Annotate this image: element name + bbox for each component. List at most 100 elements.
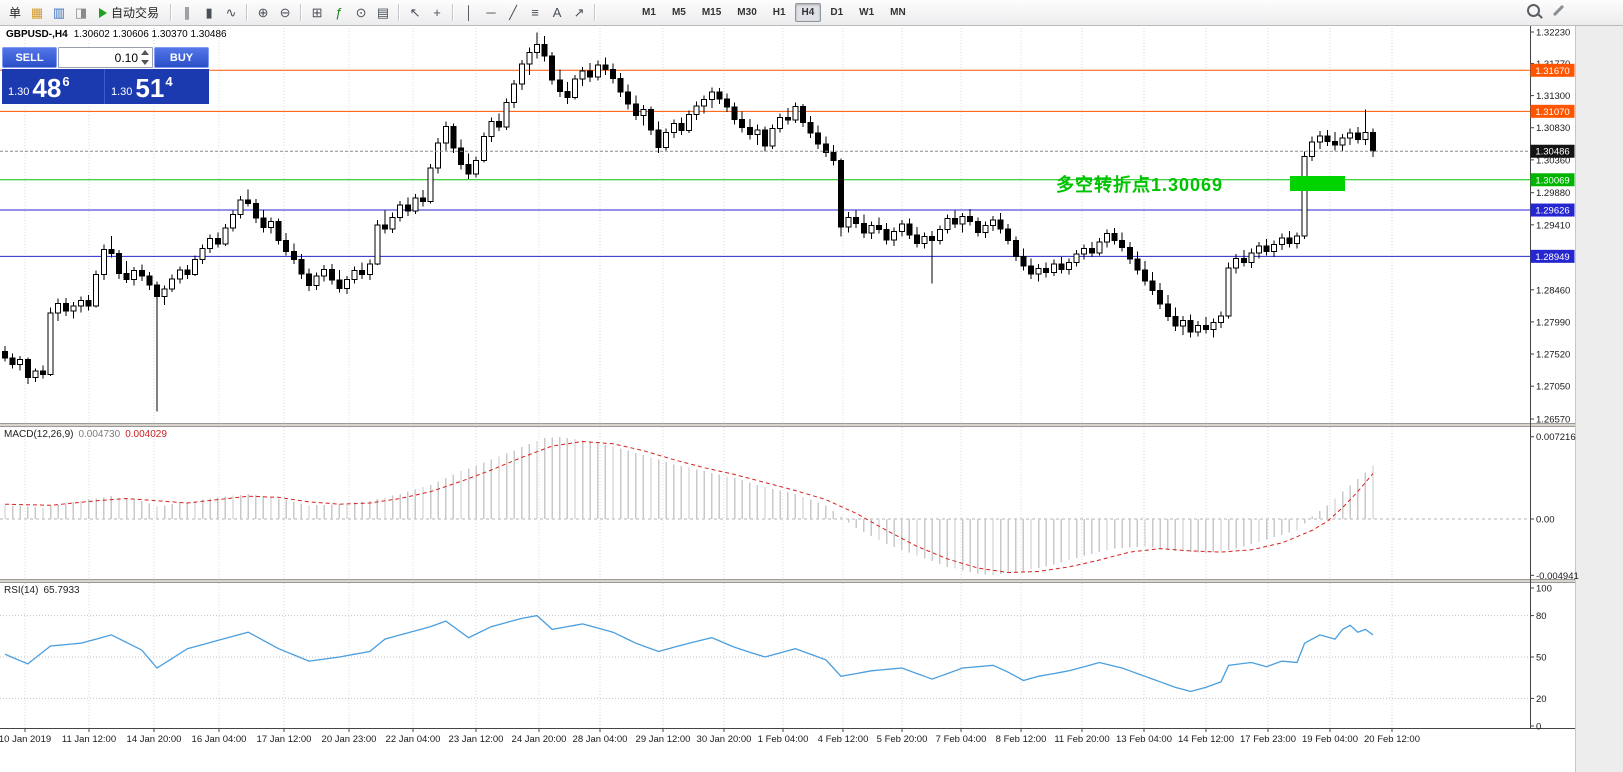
svg-text:24 Jan 20:00: 24 Jan 20:00: [512, 734, 567, 745]
svg-text:1.26570: 1.26570: [1536, 415, 1570, 426]
crosshair-icon[interactable]: +: [433, 5, 441, 20]
time-axis-labels: 10 Jan 2019 11 Jan 12:00 14 Jan 20:00 16 Ja…: [0, 728, 1420, 745]
svg-text:17 Jan 12:00: 17 Jan 12:00: [257, 734, 312, 745]
alerts-icon[interactable]: ◨: [74, 4, 88, 20]
zoom-out-icon[interactable]: ⊖: [279, 4, 291, 20]
chart-title: GBPUSD-,H4 1.30602 1.30606 1.30370 1.3048…: [6, 29, 227, 40]
fibonacci-icon[interactable]: ≡: [531, 5, 539, 20]
tile-windows-icon[interactable]: ⊞: [311, 4, 323, 20]
price-divider: [104, 69, 105, 104]
timeframe-button-M5[interactable]: M5: [671, 7, 686, 18]
svg-text:1.30830: 1.30830: [1536, 123, 1570, 134]
svg-text:0: 0: [1536, 722, 1541, 733]
svg-text:10 Jan 2019: 10 Jan 2019: [0, 734, 51, 745]
svg-text:1.32230: 1.32230: [1536, 28, 1570, 39]
one-click-row-buttons: SELL 0.10 BUY: [2, 47, 209, 68]
macd-main-value: 0.004730: [78, 429, 121, 440]
svg-text:11 Jan 12:00: 11 Jan 12:00: [62, 734, 116, 745]
horizontal-line-icon[interactable]: ─: [486, 5, 496, 20]
bar-chart-icon[interactable]: ∥: [183, 4, 191, 20]
volume-up-button[interactable]: [141, 50, 149, 55]
buy-price-display[interactable]: 1.30 51 4: [105, 69, 207, 104]
vertical-line-icon[interactable]: │: [464, 5, 474, 20]
svg-text:22 Jan 04:00: 22 Jan 04:00: [386, 734, 441, 745]
svg-text:13 Feb 04:00: 13 Feb 04:00: [1116, 734, 1172, 745]
svg-text:0.00: 0.00: [1536, 515, 1555, 526]
svg-text:1.30069: 1.30069: [1535, 175, 1569, 186]
panel-separator[interactable]: [0, 423, 1575, 427]
templates-icon[interactable]: ▤: [376, 4, 390, 20]
svg-text:30 Jan 20:00: 30 Jan 20:00: [697, 734, 752, 745]
rsi-label: RSI(14) 65.7933: [4, 585, 80, 596]
timeframe-button-D1[interactable]: D1: [830, 7, 844, 18]
sell-price-display[interactable]: 1.30 48 6: [2, 69, 104, 104]
toolbar-separator: [300, 4, 303, 21]
new-order-button[interactable]: 单: [9, 6, 22, 20]
sell-button[interactable]: SELL: [2, 47, 57, 68]
edit-icon[interactable]: [1552, 4, 1565, 17]
svg-text:1.29626: 1.29626: [1535, 206, 1569, 217]
timeframe-button-H1[interactable]: H1: [772, 7, 786, 18]
svg-text:1.31070: 1.31070: [1535, 107, 1569, 118]
svg-text:1.29880: 1.29880: [1536, 188, 1570, 199]
svg-text:17 Feb 23:00: 17 Feb 23:00: [1240, 734, 1296, 745]
new-chart-icon[interactable]: ▦: [30, 4, 44, 20]
zoom-in-icon[interactable]: ⊕: [257, 4, 269, 20]
svg-text:0.007216: 0.007216: [1536, 432, 1576, 443]
toolbar-separator: [246, 4, 249, 21]
svg-text:1.30360: 1.30360: [1536, 155, 1570, 166]
svg-text:19 Feb 04:00: 19 Feb 04:00: [1302, 734, 1358, 745]
buy-price-prefix: 1.30: [111, 86, 133, 98]
profiles-icon[interactable]: ▥: [52, 4, 66, 20]
search-icon[interactable]: [1527, 4, 1540, 17]
toolbar-right-group: [1527, 4, 1565, 17]
svg-text:7 Feb 04:00: 7 Feb 04:00: [936, 734, 987, 745]
buy-button[interactable]: BUY: [154, 47, 209, 68]
rsi-axis-labels: 100 80 50 20 0: [1530, 584, 1552, 733]
line-chart-icon[interactable]: ∿: [225, 4, 237, 20]
svg-text:50: 50: [1536, 653, 1547, 664]
candlestick-icon[interactable]: ▮: [205, 4, 213, 20]
macd-signal-line: [4, 440, 1374, 574]
timeframe-button-M15[interactable]: M15: [701, 7, 722, 18]
svg-text:20 Jan 23:00: 20 Jan 23:00: [322, 734, 377, 745]
svg-text:1.30486: 1.30486: [1535, 147, 1569, 158]
volume-down-button[interactable]: [141, 60, 149, 65]
panel-separator[interactable]: [0, 579, 1575, 583]
cursor-icon[interactable]: ↖: [409, 4, 421, 20]
autotrading-button[interactable]: 自动交易: [92, 2, 166, 24]
toolbar-separator: [594, 4, 597, 21]
svg-text:4 Feb 12:00: 4 Feb 12:00: [818, 734, 869, 745]
volume-spinner: [141, 50, 150, 65]
pivot-annotation: 多空转折点1.30069: [1056, 175, 1224, 195]
timeframe-button-M1[interactable]: M1: [642, 7, 656, 18]
svg-text:28 Jan 04:00: 28 Jan 04:00: [573, 734, 628, 745]
one-click-trading-panel: SELL 0.10 BUY 1.30 48 6 1.30 51 4: [2, 47, 209, 104]
timeframe-button-H4[interactable]: H4: [794, 3, 822, 22]
trendline-icon[interactable]: ╱: [509, 4, 517, 20]
pivot-highlight-box[interactable]: [1290, 176, 1345, 191]
svg-text:23 Jan 12:00: 23 Jan 12:00: [449, 734, 504, 745]
svg-text:80: 80: [1536, 611, 1547, 622]
autotrading-icon: [99, 7, 108, 18]
svg-text:29 Jan 12:00: 29 Jan 12:00: [636, 734, 691, 745]
sell-price-prefix: 1.30: [8, 86, 30, 98]
text-label-icon[interactable]: A: [552, 5, 562, 20]
chart-symbol-period: GBPUSD-,H4: [6, 29, 68, 40]
volume-box[interactable]: 0.10: [58, 47, 153, 68]
indicators-icon[interactable]: ƒ: [335, 5, 343, 20]
svg-text:1.31670: 1.31670: [1535, 66, 1569, 77]
timeframe-button-W1[interactable]: W1: [859, 7, 875, 18]
periods-icon[interactable]: ⊙: [355, 4, 367, 20]
arrow-object-icon[interactable]: ↗: [573, 4, 585, 20]
svg-text:1.31300: 1.31300: [1536, 91, 1570, 102]
timeframe-button-M30[interactable]: M30: [737, 7, 757, 18]
volume-value: 0.10: [114, 50, 138, 65]
chart-ohlc-readout: 1.30602 1.30606 1.30370 1.30486: [73, 29, 227, 40]
timeframe-button-MN[interactable]: MN: [890, 7, 906, 18]
window-right-strip: [1575, 26, 1623, 772]
svg-text:-0.004941: -0.004941: [1536, 571, 1579, 582]
rsi-value: 65.7933: [43, 585, 80, 596]
